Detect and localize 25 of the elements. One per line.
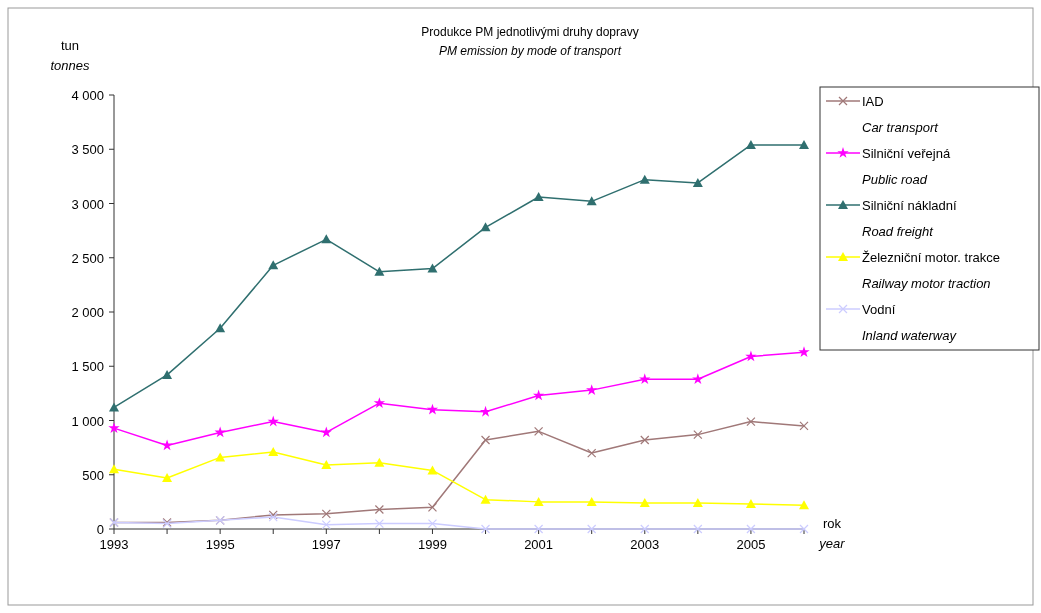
- y-tick-label: 4 000: [71, 88, 104, 103]
- x-axis-title: rok year: [818, 516, 846, 551]
- y-axis-title: tun tonnes: [50, 38, 91, 73]
- y-tick-label: 500: [82, 467, 104, 483]
- x-tick-label: 2005: [736, 537, 766, 552]
- chart-title: Produkce PM jednotlivými druhy dopravy: [421, 25, 639, 39]
- x-tick-label: 1995: [205, 537, 235, 552]
- y-tick-label: 1 500: [71, 359, 104, 375]
- x-tick-label: 2001: [524, 537, 554, 552]
- y-tick-label: 3 500: [71, 142, 104, 158]
- legend-label: Vodní Inland waterway: [862, 302, 958, 343]
- x-tick-label: 1997: [311, 537, 341, 552]
- y-tick-label: 2 500: [71, 250, 104, 266]
- y-tick-label: 1 000: [71, 413, 104, 429]
- chart-subtitle: PM emission by mode of transport: [438, 44, 622, 58]
- x-tick-label: 2003: [630, 537, 660, 552]
- legend-label: Železniční motor. trakce Railway motor traction: [862, 250, 1000, 291]
- x-tick-label: 1993: [99, 537, 129, 552]
- y-tick-label: 2 000: [71, 305, 104, 320]
- y-tick-label: 0: [96, 522, 104, 537]
- y-tick-label: 3 000: [71, 196, 104, 212]
- x-tick-label: 1999: [418, 537, 447, 552]
- legend-label: Silniční veřejná Public road: [862, 146, 951, 187]
- legend-label: Silniční nákladní Road freight: [862, 198, 958, 239]
- legend-label: IAD Car transport: [862, 94, 940, 135]
